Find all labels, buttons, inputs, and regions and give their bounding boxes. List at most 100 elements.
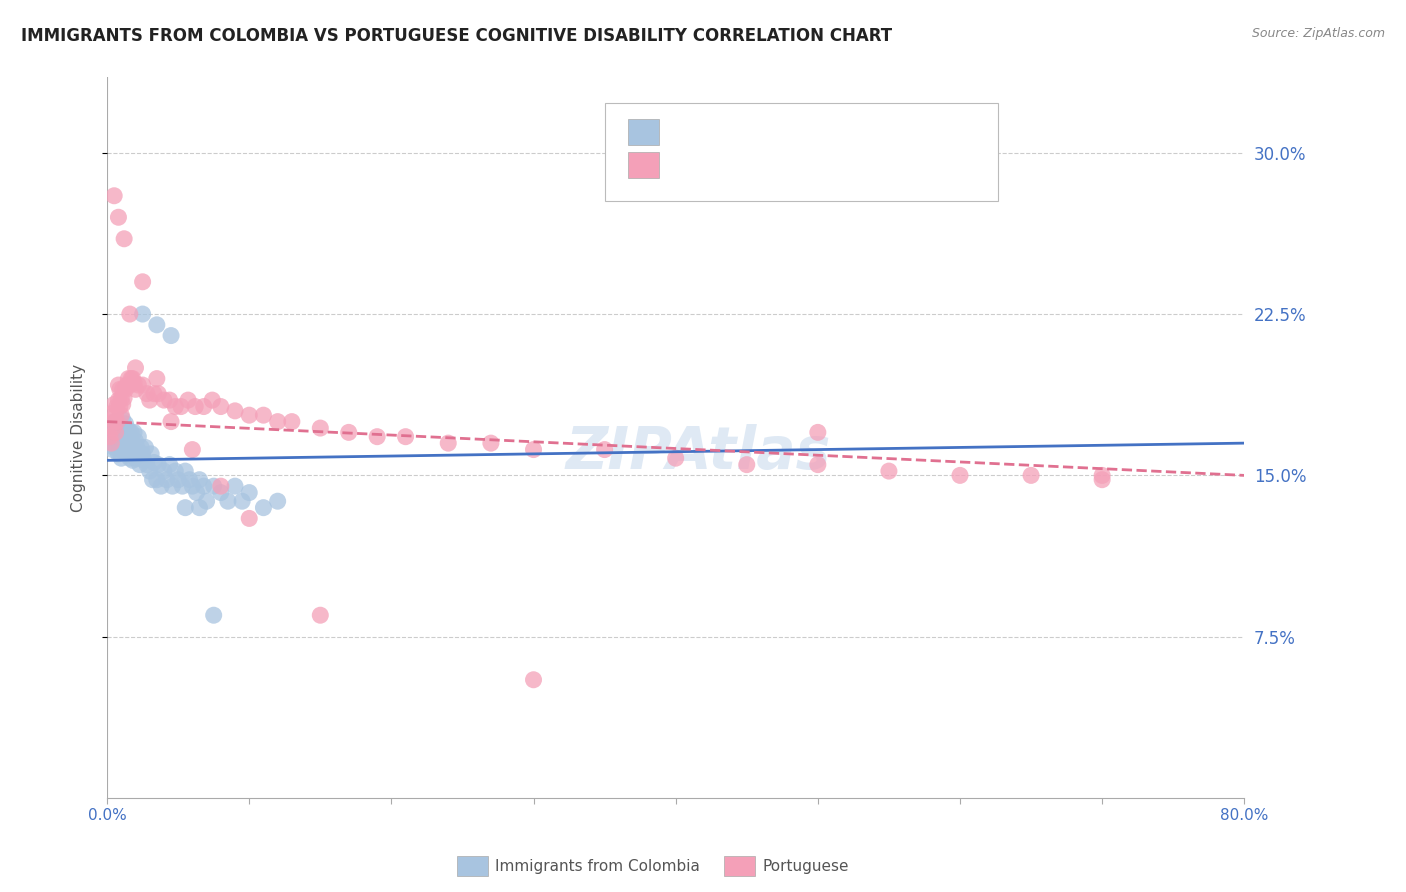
Point [103, 188, 125, 202]
Point [118, 378, 141, 392]
Text: 0.025: 0.025 [718, 123, 775, 141]
Point [252, 408, 274, 422]
Point [209, 485, 232, 500]
Point [281, 415, 304, 429]
Point [266, 494, 288, 508]
Text: ZIPAtlas: ZIPAtlas [565, 424, 831, 481]
Point [110, 451, 132, 466]
Point [101, 442, 124, 457]
Point [135, 458, 157, 472]
Point [127, 447, 149, 461]
Point [252, 500, 274, 515]
Point [104, 408, 127, 422]
Point [111, 412, 134, 426]
Point [217, 494, 239, 508]
Point [110, 436, 132, 450]
Point [110, 408, 132, 422]
Point [148, 386, 170, 401]
Point [174, 464, 197, 478]
Point [181, 442, 204, 457]
Text: R =: R = [671, 156, 707, 174]
Point [665, 451, 688, 466]
Point [593, 442, 616, 457]
Point [202, 479, 225, 493]
Point [104, 425, 127, 440]
Point [224, 404, 246, 418]
Point [121, 436, 143, 450]
Point [309, 608, 332, 623]
Text: IMMIGRANTS FROM COLOMBIA VS PORTUGUESE COGNITIVE DISABILITY CORRELATION CHART: IMMIGRANTS FROM COLOMBIA VS PORTUGUESE C… [21, 27, 893, 45]
Point [165, 400, 187, 414]
Point [1091, 468, 1114, 483]
Point [108, 425, 131, 440]
Point [131, 447, 153, 461]
Point [105, 400, 128, 414]
Point [437, 436, 460, 450]
Point [103, 397, 125, 411]
Point [209, 479, 232, 493]
Point [195, 494, 218, 508]
Point [479, 436, 502, 450]
Text: N = 77: N = 77 [807, 156, 865, 174]
Point [160, 415, 183, 429]
Point [238, 485, 260, 500]
Point [107, 430, 129, 444]
Point [120, 371, 142, 385]
Point [188, 500, 211, 515]
Point [122, 442, 145, 457]
Point [231, 494, 253, 508]
Point [172, 479, 194, 493]
Point [131, 378, 153, 392]
Point [122, 376, 145, 390]
Point [143, 455, 166, 469]
Point [110, 418, 132, 433]
Point [107, 211, 129, 225]
Point [148, 458, 170, 472]
Point [131, 275, 153, 289]
Point [108, 442, 131, 457]
Point [111, 397, 134, 411]
Point [160, 328, 183, 343]
Point [117, 371, 139, 385]
Point [224, 479, 246, 493]
Point [110, 391, 132, 405]
Point [107, 447, 129, 461]
Point [209, 400, 232, 414]
Point [193, 400, 215, 414]
Point [132, 453, 155, 467]
Point [1091, 473, 1114, 487]
Point [142, 473, 165, 487]
Point [366, 430, 388, 444]
Point [159, 393, 181, 408]
Point [115, 447, 138, 461]
Point [105, 415, 128, 429]
Point [337, 425, 360, 440]
Point [159, 458, 181, 472]
Point [112, 425, 135, 440]
Point [108, 400, 131, 414]
Point [101, 421, 124, 435]
Point [112, 232, 135, 246]
Point [124, 451, 146, 466]
Point [179, 473, 201, 487]
Point [105, 421, 128, 435]
Point [117, 423, 139, 437]
Point [114, 382, 136, 396]
Point [877, 464, 900, 478]
Point [128, 458, 150, 472]
Point [120, 442, 142, 457]
Point [100, 430, 122, 444]
Point [124, 382, 146, 396]
Text: Portuguese: Portuguese [762, 859, 849, 873]
Point [129, 441, 152, 455]
Point [186, 485, 208, 500]
Point [127, 430, 149, 444]
Point [100, 436, 122, 450]
Point [117, 441, 139, 455]
Point [153, 393, 176, 408]
Point [103, 415, 125, 429]
Text: Source: ZipAtlas.com: Source: ZipAtlas.com [1251, 27, 1385, 40]
Point [153, 464, 176, 478]
Point [1019, 468, 1042, 483]
Point [181, 479, 204, 493]
